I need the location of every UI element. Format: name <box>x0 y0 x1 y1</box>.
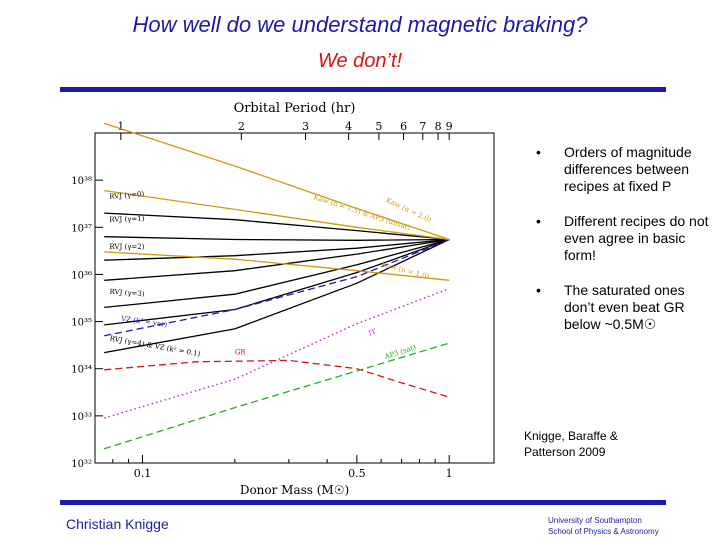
series-line <box>104 238 450 326</box>
bullet-text: Orders of magnitude differences between … <box>564 144 692 194</box>
series-line <box>104 238 450 281</box>
top-axis-tick-label: 7 <box>419 120 426 133</box>
x-axis-tick-label: 0.5 <box>348 467 366 480</box>
series-label: RVJ (γ=3) <box>109 288 145 298</box>
top-axis-tick-label: 5 <box>375 120 382 133</box>
series-line <box>104 189 450 241</box>
x-axis-tick-label: 0.1 <box>134 467 152 480</box>
bullet-dot: • <box>536 282 541 298</box>
series-line <box>103 122 450 241</box>
series-line <box>104 238 450 309</box>
top-axis-tick-label: 1 <box>117 120 124 133</box>
plot-frame <box>94 132 495 464</box>
y-axis-tick-label: 10³⁵ <box>71 318 92 329</box>
bullet-text: Different recipes do not even agree in b… <box>564 213 709 263</box>
series-label: RVJ (γ=2) <box>109 243 144 251</box>
top-axis-tick-label: 3 <box>302 120 309 133</box>
top-axis-tick-label: 9 <box>446 120 453 133</box>
top-axis-tick-label: 6 <box>400 120 407 133</box>
series-line <box>104 212 450 241</box>
y-axis-tick-label: 10³⁶ <box>71 270 92 281</box>
magnetic-braking-chart: Orbital Period (hr) 1 2 3 4 5 6 7 8 9 0.1 0.5 1 Donor… <box>71 101 495 497</box>
x-axis-title: Donor Mass (M☉) <box>240 483 349 497</box>
author-name: Christian Knigge <box>66 516 169 532</box>
series-line <box>104 238 450 261</box>
top-axis-tick-label: 4 <box>345 120 352 133</box>
series-label: RVJ (γ=0) <box>109 190 145 201</box>
top-axis-title: Orbital Period (hr) <box>234 101 356 116</box>
slide-title: How well do we understand magnetic braki… <box>132 12 588 37</box>
series-line <box>104 342 450 450</box>
bullet-dot: • <box>536 144 541 160</box>
series-line <box>104 238 450 354</box>
series-label: Kaw (n = 1.0) <box>381 260 431 280</box>
bullet-item: • The saturated ones don’t even beat GR b… <box>530 282 718 333</box>
affiliation-school: School of Physics & Astronomy <box>548 527 659 536</box>
y-axis-tick-label: 10³³ <box>71 412 92 423</box>
top-divider <box>60 87 666 92</box>
series-line <box>104 238 450 337</box>
citation: Knigge, Baraffe & Patterson 2009 <box>524 429 618 459</box>
bullet-item: • Orders of magnitude differences between… <box>530 144 718 195</box>
top-axis-tick-label: 8 <box>435 120 442 133</box>
y-axis-tick-label: 10³⁴ <box>71 365 92 376</box>
series-label: RVJ (γ=1) <box>109 215 145 224</box>
series-label: IT <box>368 327 378 337</box>
y-axis-tick-label: 10³² <box>71 459 92 470</box>
top-axis-tick-label: 2 <box>238 120 245 133</box>
bullet-text: The saturated ones don’t even beat GR be… <box>564 282 685 332</box>
series-line <box>104 251 450 281</box>
affiliation-university: University of Southampton <box>548 516 642 525</box>
y-axis-tick-label: 10³⁸ <box>71 176 92 187</box>
bullet-list: • Orders of magnitude differences between… <box>530 144 718 351</box>
series-label: VZ (k² = var) <box>120 314 168 329</box>
bullet-dot: • <box>536 213 541 229</box>
x-axis-tick-label: 1 <box>446 467 453 480</box>
bullet-item: • Different recipes do not even agree in … <box>530 213 718 264</box>
slide-subtitle: We don’t! <box>317 50 403 72</box>
series-line <box>104 359 450 398</box>
series-line <box>104 236 450 241</box>
series-label: GR <box>235 349 247 357</box>
series-label: Kaw (n = 1.5) & AP3 (unsat) <box>312 193 411 232</box>
y-axis-tick-label: 10³⁷ <box>71 223 92 234</box>
bottom-divider <box>60 500 666 505</box>
series-line <box>104 287 450 419</box>
affiliation: University of Southampton School of Phys… <box>548 515 659 537</box>
